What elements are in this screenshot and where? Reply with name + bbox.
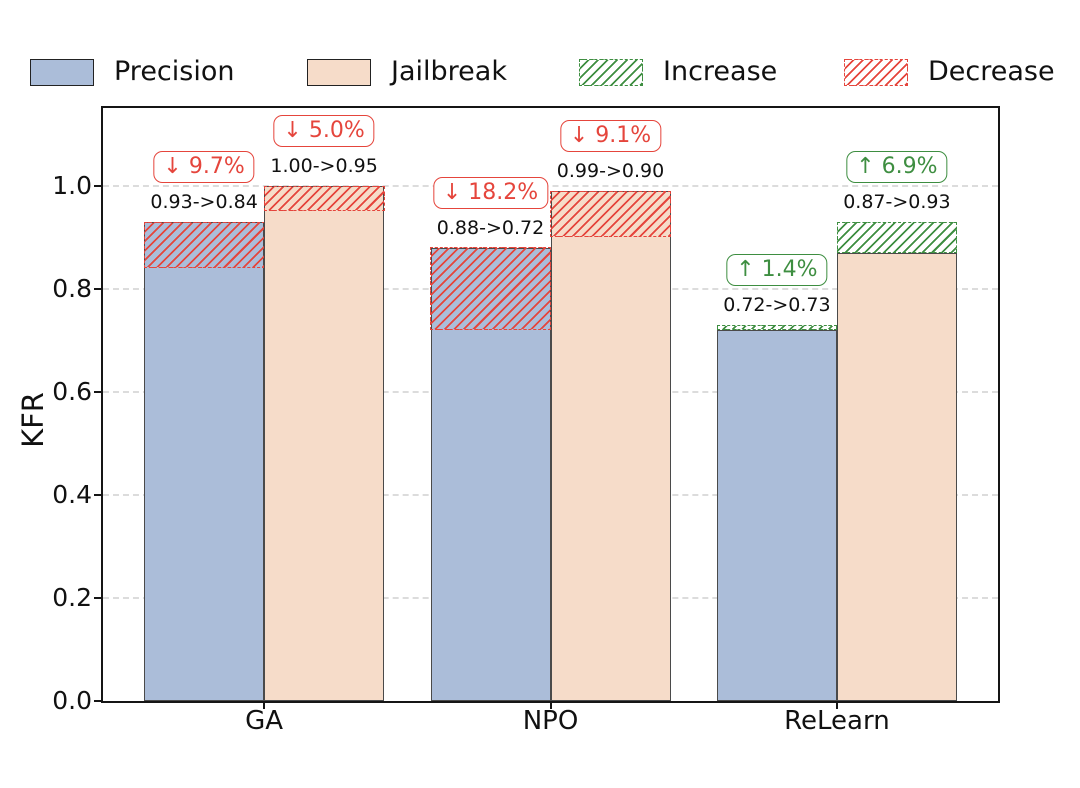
value-transition-label-npo-precision: 0.88->0.72 bbox=[436, 216, 545, 239]
x-tick-mark bbox=[549, 701, 552, 709]
legend-item-precision: Precision bbox=[30, 55, 234, 89]
legend-label: Jailbreak bbox=[391, 56, 507, 87]
jailbreak-swatch-icon bbox=[307, 58, 371, 86]
decrease-hatch-npo-jailbreak bbox=[550, 190, 671, 237]
x-tick-mark bbox=[263, 701, 266, 709]
value-transition-label-relearn-precision: 0.72->0.73 bbox=[723, 294, 831, 317]
percent-change-badge-ga-precision: ↓ 9.7% bbox=[153, 151, 255, 184]
plot-area bbox=[101, 106, 1000, 703]
x-tick-label-relearn: ReLearn bbox=[784, 706, 890, 736]
precision-swatch-icon bbox=[30, 58, 94, 86]
decrease-swatch-icon bbox=[844, 58, 908, 86]
legend-label: Increase bbox=[663, 56, 778, 87]
y-tick-label: 0.6 bbox=[52, 377, 92, 406]
y-tick-mark bbox=[94, 185, 103, 187]
y-tick-mark bbox=[94, 494, 103, 496]
x-tick-label-npo: NPO bbox=[522, 706, 579, 736]
percent-change-badge-relearn-jailbreak: ↑ 6.9% bbox=[846, 151, 948, 184]
x-tick-mark bbox=[835, 701, 838, 709]
increase-swatch-icon bbox=[579, 58, 643, 86]
x-tick-label-ga: GA bbox=[245, 706, 284, 736]
y-tick-label: 0.8 bbox=[52, 274, 92, 303]
legend-item-increase: Increase bbox=[579, 55, 777, 89]
legend-item-jailbreak: Jailbreak bbox=[307, 55, 507, 89]
bar-precision-npo bbox=[430, 247, 551, 701]
value-transition-label-ga-jailbreak: 1.00->0.95 bbox=[270, 155, 378, 177]
percent-change-badge-npo-jailbreak: ↓ 9.1% bbox=[559, 120, 662, 153]
percent-change-badge-relearn-precision: ↑ 1.4% bbox=[726, 254, 828, 287]
y-tick-mark bbox=[94, 700, 103, 702]
legend-label: Decrease bbox=[928, 56, 1055, 87]
y-tick-mark bbox=[94, 288, 103, 290]
value-transition-label-relearn-jailbreak: 0.87->0.93 bbox=[843, 191, 951, 214]
y-tick-mark bbox=[94, 391, 103, 393]
increase-hatch-relearn-precision bbox=[716, 325, 837, 331]
y-tick-label: 0.0 bbox=[52, 686, 92, 715]
value-transition-label-npo-jailbreak: 0.99->0.90 bbox=[556, 160, 665, 183]
y-tick-label: 0.4 bbox=[52, 480, 92, 509]
bar-precision-relearn bbox=[716, 330, 837, 701]
value-transition-label-ga-precision: 0.93->0.84 bbox=[150, 191, 258, 214]
decrease-hatch-npo-precision bbox=[430, 247, 551, 330]
bar-jailbreak-relearn bbox=[836, 252, 957, 701]
gridline-1.0 bbox=[103, 185, 998, 187]
y-tick-label: 1.0 bbox=[52, 171, 92, 200]
plot-inner bbox=[103, 108, 998, 701]
decrease-hatch-ga-precision bbox=[143, 221, 265, 268]
decrease-hatch-ga-jailbreak bbox=[263, 185, 385, 212]
increase-hatch-relearn-jailbreak bbox=[836, 222, 957, 253]
bar-jailbreak-ga bbox=[263, 185, 385, 701]
legend-item-decrease: Decrease bbox=[844, 55, 1055, 89]
y-tick-mark bbox=[94, 597, 103, 599]
bar-jailbreak-npo bbox=[550, 190, 671, 701]
bar-precision-ga bbox=[143, 221, 265, 701]
percent-change-badge-npo-precision: ↓ 18.2% bbox=[432, 176, 549, 209]
percent-change-badge-ga-jailbreak: ↓ 5.0% bbox=[273, 115, 375, 147]
y-tick-label: 0.2 bbox=[52, 583, 92, 612]
legend-label: Precision bbox=[114, 56, 235, 87]
